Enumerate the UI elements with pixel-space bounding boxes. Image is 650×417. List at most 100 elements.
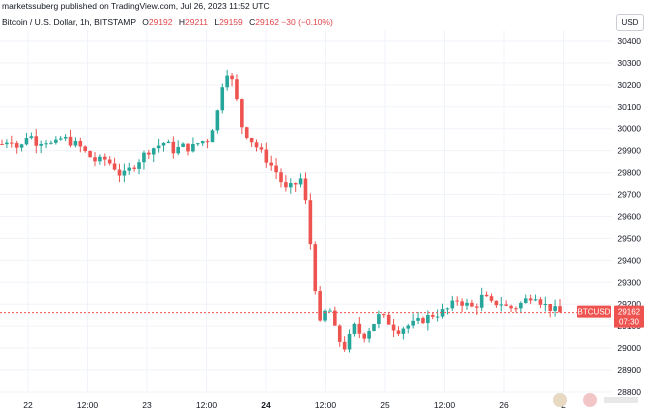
y-tick-label: 29500 (617, 233, 641, 243)
x-tick-label: 25 (380, 400, 390, 410)
price-tag-countdown: 07:30 (619, 318, 640, 327)
candle-down (264, 149, 269, 163)
candle-down (391, 324, 396, 331)
candle-up (176, 146, 181, 154)
candle-up (19, 144, 24, 148)
candle-up (73, 140, 78, 146)
candle-down (244, 127, 249, 138)
y-tick-label: 30400 (617, 36, 641, 46)
candle-up (58, 138, 63, 140)
candle-down (514, 308, 518, 310)
candle-up (200, 141, 205, 144)
y-tick-label: 29700 (617, 190, 641, 200)
y-tick-label: 29200 (617, 299, 641, 309)
candle-down (509, 305, 513, 309)
candle-down (357, 323, 362, 334)
candle-down (381, 314, 386, 316)
price-tag-price: 29162 (618, 308, 641, 317)
candle-up (225, 75, 229, 88)
open-value: 29192 (148, 17, 173, 27)
candle-up (54, 139, 58, 143)
symbol-ohlc-row: Bitcoin / U.S. Dollar, 1h, BITSTAMP O291… (2, 17, 333, 27)
y-tick-label: 28800 (617, 387, 641, 397)
candle-up (543, 304, 548, 306)
candle-down (303, 178, 308, 201)
candle-down (528, 298, 533, 301)
candle-up (63, 136, 68, 139)
price-tag-price-box (614, 305, 644, 328)
y-tick-label: 30000 (617, 124, 641, 134)
x-tick-label: 12:00 (434, 400, 456, 410)
y-tick-label: 30200 (617, 80, 641, 90)
candle-up (445, 308, 450, 310)
candle-up (499, 304, 504, 306)
candle-down (396, 330, 401, 334)
candle-down (34, 136, 39, 146)
candle-down (455, 300, 460, 302)
candle-down (269, 162, 274, 166)
open-label: O (142, 17, 149, 27)
candle-up (210, 130, 215, 143)
candle-up (406, 325, 411, 329)
candle-up (166, 141, 171, 143)
candle-up (181, 143, 185, 147)
candle-up (215, 110, 220, 131)
y-tick-label: 29900 (617, 146, 641, 156)
candle-up (367, 330, 371, 339)
publisher-line: marketssuberg published on TradingView.c… (2, 1, 270, 11)
candle-down (318, 291, 322, 321)
candle-down (538, 299, 543, 305)
candle-down (83, 146, 88, 152)
candle-up (377, 314, 381, 325)
price-tag-symbol: BTCUSD (578, 308, 611, 317)
watermark-logo (553, 393, 638, 407)
x-tick-label: 23 (142, 400, 152, 410)
candle-up (479, 294, 484, 308)
candle-down (68, 136, 73, 146)
candle-up (523, 298, 528, 303)
x-tick-label: 12:00 (196, 400, 218, 410)
candle-down (205, 141, 210, 143)
candle-up (161, 142, 166, 146)
candle-up (328, 310, 332, 312)
low-value: 29159 (219, 17, 243, 27)
candle-up (372, 324, 376, 331)
y-tick-label: 29000 (617, 343, 641, 353)
candle-down (489, 296, 494, 301)
candle-down (421, 318, 425, 324)
y-tick-label: 28900 (617, 365, 641, 375)
candle-up (137, 162, 141, 169)
candle-up (435, 316, 440, 318)
candle-up (298, 178, 303, 185)
currency-button[interactable]: USD (616, 14, 644, 31)
candle-up (44, 143, 48, 145)
candle-up (416, 318, 420, 321)
close-label: C (249, 17, 256, 27)
candle-up (288, 183, 293, 188)
candle-up (533, 299, 538, 301)
low-label: L (214, 17, 220, 27)
candle-up (156, 145, 161, 149)
high-value: 29211 (185, 17, 209, 27)
candle-up (29, 136, 34, 139)
change-value: −30 (−0.10%) (281, 17, 333, 27)
candle-up (127, 167, 132, 171)
candle-down (548, 304, 553, 311)
candle-down (93, 157, 97, 162)
candle-down (78, 140, 83, 147)
y-tick-label: 30100 (617, 102, 641, 112)
candle-down (230, 75, 234, 80)
high-label: H (178, 17, 185, 27)
candle-down (0, 144, 4, 146)
candle-down (9, 142, 14, 144)
candle-up (347, 333, 352, 350)
candle-down (279, 172, 283, 183)
candle-down (386, 314, 391, 325)
candle-up (195, 143, 200, 145)
candle-down (249, 137, 254, 143)
candle-up (553, 306, 557, 311)
candle-down (235, 79, 239, 100)
candle-down (102, 156, 107, 160)
price-tag-symbol-box (577, 305, 611, 318)
